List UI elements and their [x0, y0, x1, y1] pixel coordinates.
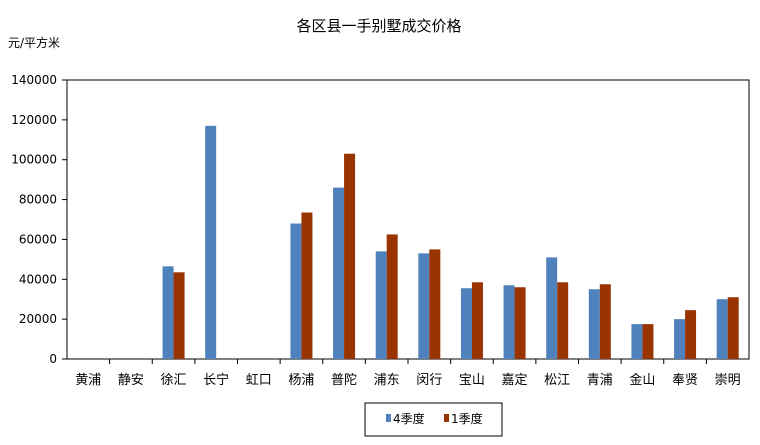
bar	[674, 319, 686, 359]
bar	[290, 223, 302, 359]
legend-swatch	[386, 414, 391, 422]
bar	[344, 153, 356, 359]
bar	[429, 249, 441, 359]
x-tick-label: 黄浦	[75, 373, 101, 388]
bar	[514, 287, 526, 359]
y-tick-label: 80000	[19, 193, 57, 207]
bar	[631, 324, 643, 359]
x-tick-label: 闵行	[416, 373, 442, 388]
x-tick-label: 普陀	[331, 372, 357, 388]
legend: 4季度 1季度	[364, 402, 503, 437]
x-tick-label: 嘉定	[502, 373, 528, 388]
y-tick-label: 0	[49, 352, 57, 366]
bar	[727, 297, 739, 359]
x-tick-label: 松江	[544, 373, 570, 388]
x-tick-label: 青浦	[587, 373, 613, 388]
y-tick-label: 100000	[11, 153, 57, 167]
bar	[503, 285, 515, 359]
chart-title: 各区县一手别墅成交价格	[296, 17, 461, 35]
bar	[642, 324, 654, 359]
bar	[588, 289, 600, 359]
x-tick-label: 宝山	[459, 373, 485, 388]
y-tick-label: 40000	[19, 272, 57, 286]
x-tick-label: 崇明	[715, 373, 741, 388]
bar	[685, 310, 697, 359]
x-tick-label: 金山	[629, 372, 655, 388]
x-tick-label: 虹口	[246, 373, 272, 388]
x-tick-label: 浦东	[374, 373, 400, 388]
y-tick-label: 120000	[11, 113, 57, 127]
x-tick-label: 奉贤	[672, 373, 698, 388]
bar	[599, 284, 611, 359]
x-tick-label: 长宁	[203, 372, 229, 388]
y-tick-label: 60000	[19, 232, 57, 246]
bar	[557, 282, 569, 359]
bar	[301, 212, 313, 359]
y-tick-label: 140000	[11, 73, 57, 87]
bar	[173, 272, 185, 359]
bar	[471, 282, 483, 359]
legend-swatch	[444, 414, 449, 422]
y-axis-unit-label: 元/平方米	[8, 35, 60, 50]
legend-label: 4季度	[393, 411, 425, 426]
bar	[205, 125, 217, 359]
x-tick-label: 静安	[118, 373, 144, 388]
bar	[418, 253, 430, 359]
bar	[162, 266, 174, 359]
bar	[716, 299, 728, 359]
bar	[386, 234, 398, 359]
bar	[375, 251, 387, 359]
x-tick-label: 徐汇	[161, 373, 187, 388]
bar	[333, 187, 345, 359]
x-tick-label: 杨浦	[288, 373, 314, 388]
plot-area: 0 20000 40000 60000 80000 100000 120000 140000 黄…	[11, 73, 750, 388]
y-tick-label: 20000	[19, 312, 57, 326]
bar	[460, 288, 472, 359]
bar	[546, 257, 558, 359]
legend-label: 1季度	[451, 411, 483, 426]
